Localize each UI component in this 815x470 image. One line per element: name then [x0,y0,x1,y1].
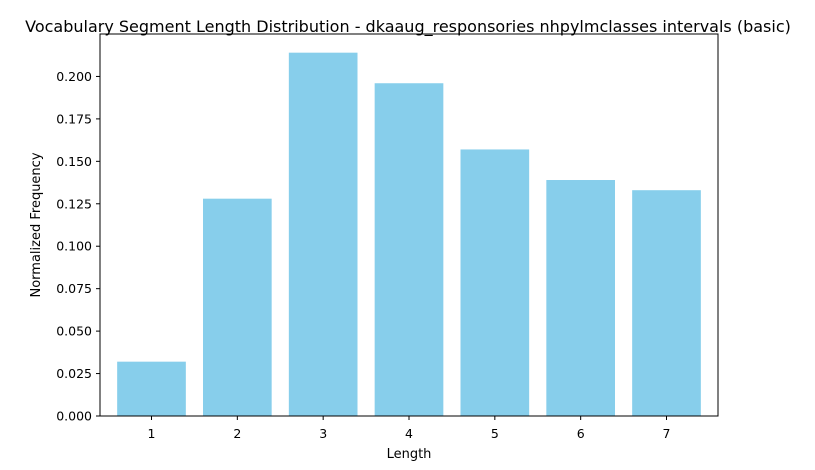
y-axis-label: Normalized Frequency [29,152,44,297]
bar-2 [203,198,272,416]
y-tick-label: 0.050 [56,324,92,339]
x-tick-label: 4 [405,426,413,441]
x-axis-ticks: 1 2 3 4 5 6 7 [148,416,671,441]
x-tick-label: 7 [663,426,671,441]
x-tick-label: 2 [233,426,241,441]
x-tick-label: 3 [319,426,327,441]
y-tick-label: 0.150 [56,154,92,169]
bar-1 [117,361,186,416]
x-tick-label: 6 [577,426,585,441]
bar-4 [374,83,444,416]
y-axis-ticks: 0.000 0.025 0.050 0.075 0.100 0.125 0.150 0.175… [56,69,100,424]
y-tick-label: 0.125 [56,196,92,211]
bar-6 [546,180,615,416]
x-tick-label: 5 [491,426,499,441]
y-tick-label: 0.075 [56,281,92,296]
x-tick-label: 1 [148,426,156,441]
y-tick-label: 0.000 [56,409,92,424]
y-tick-label: 0.200 [56,69,92,84]
plot-frame [99,33,719,417]
y-tick-label: 0.025 [56,366,92,381]
bar-5 [460,149,530,416]
y-tick-label: 0.100 [56,239,92,254]
bar-7 [632,190,701,416]
bar-3 [288,52,358,416]
bars-group [117,52,701,416]
chart-title: Vocabulary Segment Length Distribution -… [25,17,791,37]
y-tick-label: 0.175 [56,111,92,126]
x-axis-label: Length [387,447,432,462]
